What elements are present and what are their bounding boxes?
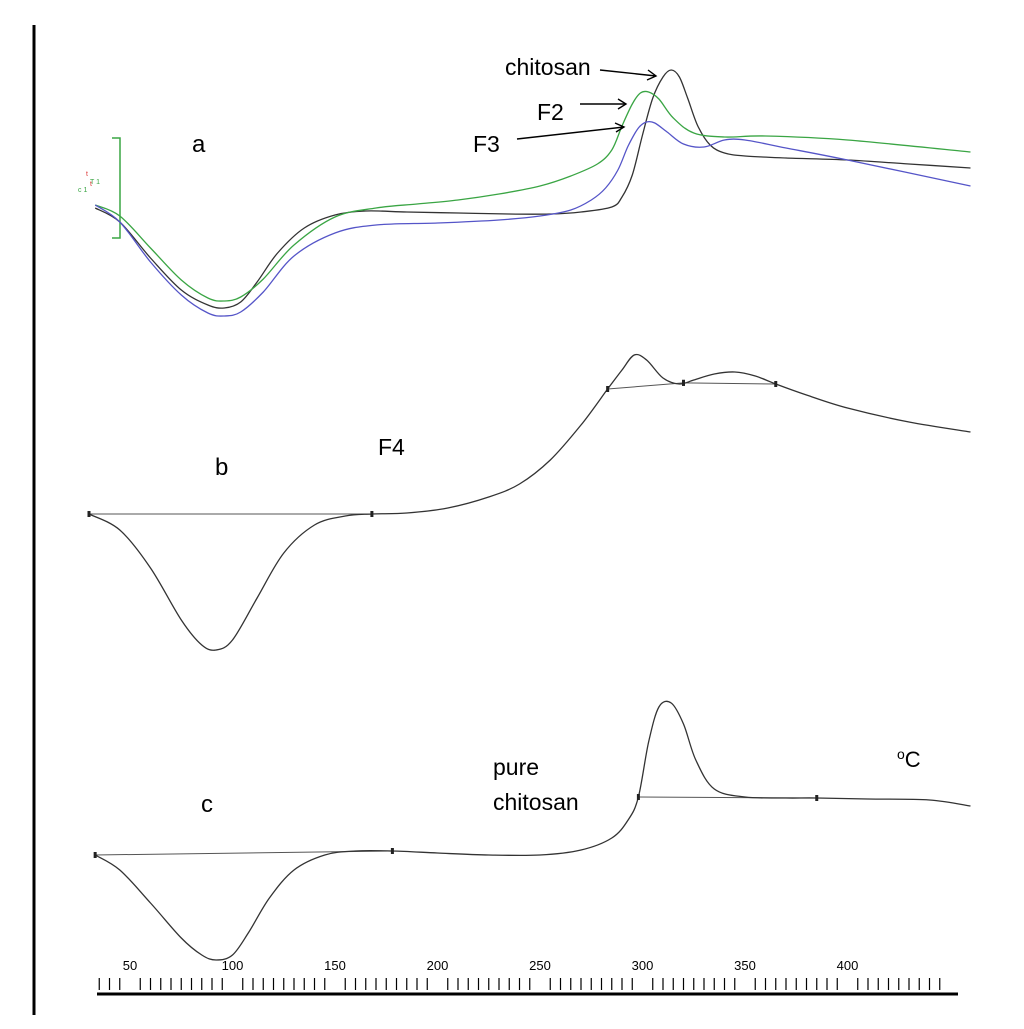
- x-tick-label: 400: [837, 958, 859, 973]
- arrow-chitosan: [599, 69, 657, 77]
- x-tick-label: 150: [324, 958, 346, 973]
- baseline-endpoint-marker: [774, 381, 778, 387]
- curve-f3: [94, 120, 971, 317]
- arrow-f3: [516, 126, 625, 140]
- panel-label-a: a: [192, 131, 206, 158]
- baseline-endpoint-marker: [93, 852, 97, 858]
- annotation-f2: F2: [537, 99, 564, 125]
- annotation-f3: F3: [473, 131, 500, 157]
- tiny-marker-3: T 1: [90, 179, 100, 186]
- x-tick-label: 350: [734, 958, 756, 973]
- curve-f2: [94, 90, 971, 302]
- baseline-endpoint-marker: [682, 379, 685, 386]
- x-tick-label: 50: [123, 958, 137, 973]
- annotation-f4: F4: [378, 434, 405, 460]
- x-tick-label: 200: [427, 958, 449, 973]
- annotation-pure-line2: chitosan: [493, 789, 579, 815]
- baseline-endpoint-marker: [87, 511, 91, 517]
- x-tick-label: 250: [529, 958, 551, 973]
- tiny-marker-2: t: [90, 181, 92, 188]
- baseline-panel-b-1: [607, 382, 684, 390]
- annotation-arrows: [516, 69, 658, 140]
- curves-group: [88, 69, 971, 961]
- arrowhead-chitosan: [646, 69, 658, 81]
- baseline-endpoint-marker: [390, 848, 394, 854]
- peak-markers-group: [87, 379, 819, 858]
- curve-f4: [88, 353, 971, 651]
- baseline-endpoint-marker: [815, 795, 819, 801]
- curve-pure-chitosan: [94, 700, 971, 961]
- arrowhead-f2: [617, 98, 628, 110]
- panel-label-b: b: [215, 454, 228, 481]
- x-tick-label: 100: [222, 958, 244, 973]
- baseline-panel-b-2: [683, 382, 776, 385]
- x-axis-unit-label: oC: [897, 746, 921, 772]
- baseline-endpoint-marker: [606, 386, 610, 392]
- arrowhead-f3: [614, 122, 626, 133]
- tiny-marker-1: t: [86, 171, 88, 178]
- panel-label-c: c: [201, 791, 213, 818]
- baseline-endpoint-marker: [370, 511, 374, 517]
- annotation-chitosan: chitosan: [505, 54, 591, 80]
- tiny-marker-4: c 1: [78, 187, 87, 194]
- x-tick-label: 300: [632, 958, 654, 973]
- curve-chitosan: [94, 69, 971, 309]
- baseline-endpoint-marker: [636, 794, 640, 800]
- baselines-group: [89, 382, 817, 856]
- annotation-pure-line1: pure: [493, 754, 539, 780]
- scale-bracket: [112, 137, 121, 239]
- x-axis-ticks: 50 100 150 200 250 300 350 400: [98, 958, 941, 990]
